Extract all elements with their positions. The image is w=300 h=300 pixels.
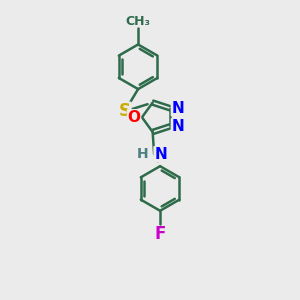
Text: CH₃: CH₃ xyxy=(126,14,151,28)
Text: N: N xyxy=(171,119,184,134)
Text: H: H xyxy=(137,147,149,161)
Text: S: S xyxy=(119,102,131,120)
Text: N: N xyxy=(154,147,167,162)
Text: N: N xyxy=(171,101,184,116)
Text: O: O xyxy=(128,110,140,125)
Text: F: F xyxy=(154,225,166,243)
